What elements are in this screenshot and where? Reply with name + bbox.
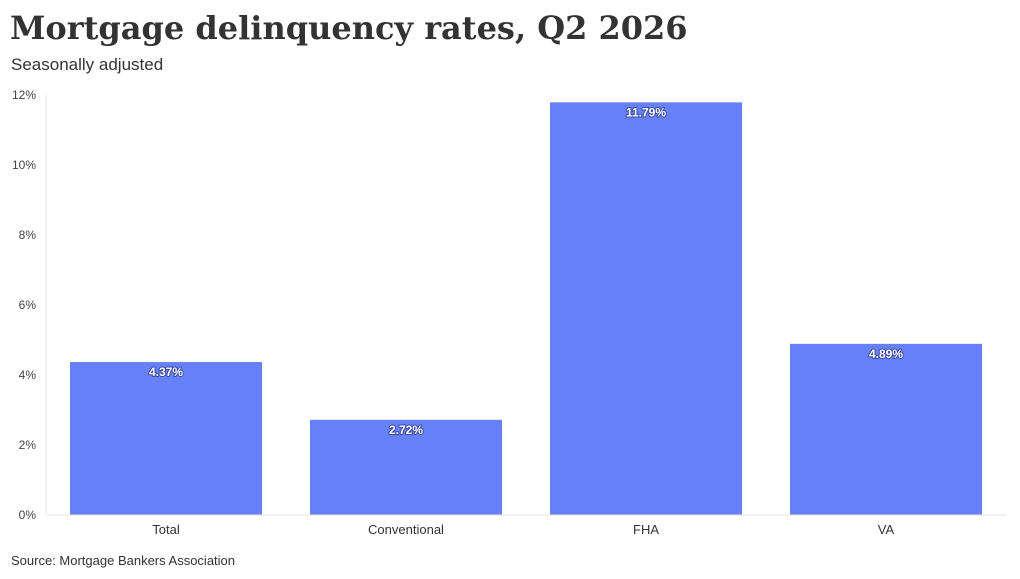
x-tick-label: Total [152,522,180,537]
bar-va[interactable] [790,343,982,515]
y-tick-label: 6% [19,298,37,312]
y-tick-label: 8% [19,228,37,242]
data-label: 2.72% [389,423,423,437]
y-tick-label: 10% [12,158,36,172]
chart-subtitle: Seasonally adjusted [11,55,164,74]
x-tick-label: FHA [633,522,659,537]
x-axis: Total Conventional FHA VA [46,514,1006,537]
x-tick-label: Conventional [368,522,444,537]
data-label: 4.89% [869,347,903,361]
y-tick-label: 12% [12,88,36,102]
bar-total[interactable] [70,362,262,515]
y-tick-label: 2% [19,438,37,452]
y-tick-label: 4% [19,368,37,382]
data-labels: 4.37% 2.72% 11.79% 4.89% [148,104,904,437]
y-tick-label: 0% [19,508,37,522]
bar-fha[interactable] [550,102,742,515]
bars [70,102,982,515]
source-note: Source: Mortgage Bankers Association [11,553,236,568]
chart-title: Mortgage delinquency rates, Q2 2026 [10,9,688,47]
x-tick-label: VA [878,522,895,537]
bar-conventional[interactable] [310,419,502,515]
y-axis: 0% 2% 4% 6% 8% 10% 12% [12,88,47,522]
data-label: 4.37% [149,365,183,379]
data-label: 11.79% [626,105,666,119]
